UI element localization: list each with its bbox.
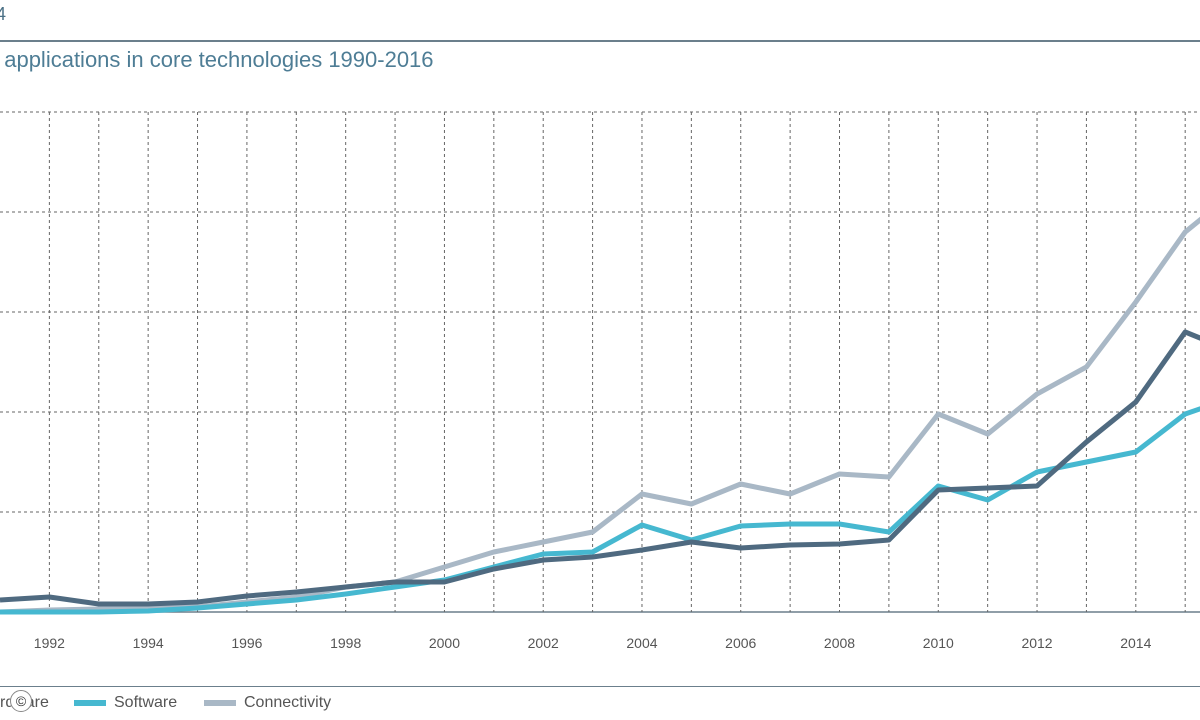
legend-item-connectivity: Connectivity (204, 694, 331, 712)
legend-label-software: Software (114, 694, 178, 711)
series-line-software (0, 406, 1200, 615)
x-tick-label: 1992 (34, 635, 65, 651)
legend-swatch-software (74, 700, 106, 706)
x-tick-label: 1998 (330, 635, 361, 651)
copyright-icon: © (10, 690, 32, 712)
line-chart: 1992 1994 1996 1998 2000 2002 2004 2006 2008 2010… (0, 111, 1200, 651)
grid-lines (0, 111, 1200, 613)
x-tick-label: 2012 (1021, 635, 1052, 651)
x-tick-label: 2002 (528, 635, 559, 651)
x-tick-label: 1994 (133, 635, 164, 651)
x-tick-label: 2004 (626, 635, 657, 651)
x-tick-labels: 1992 1994 1996 1998 2000 2002 2004 2006 2008 2010… (34, 635, 1152, 651)
chart-title: t applications in core technologies 1990… (0, 47, 434, 72)
x-tick-label: 2008 (824, 635, 855, 651)
legend-item-software: Software (74, 694, 177, 712)
x-tick-label: 2010 (923, 635, 954, 651)
x-tick-label: 2014 (1120, 635, 1151, 651)
series-lines (0, 216, 1200, 615)
x-tick-label: 2006 (725, 635, 756, 651)
legend-swatch-connectivity (204, 700, 236, 706)
x-tick-label: 2000 (429, 635, 460, 651)
bottom-rule (0, 686, 1200, 687)
x-tick-label: 1996 (231, 635, 262, 651)
figure-number: 4 (0, 4, 7, 24)
series-line-hardware (0, 329, 1200, 607)
top-rule (0, 40, 1200, 42)
legend-label-connectivity: Connectivity (244, 694, 332, 711)
